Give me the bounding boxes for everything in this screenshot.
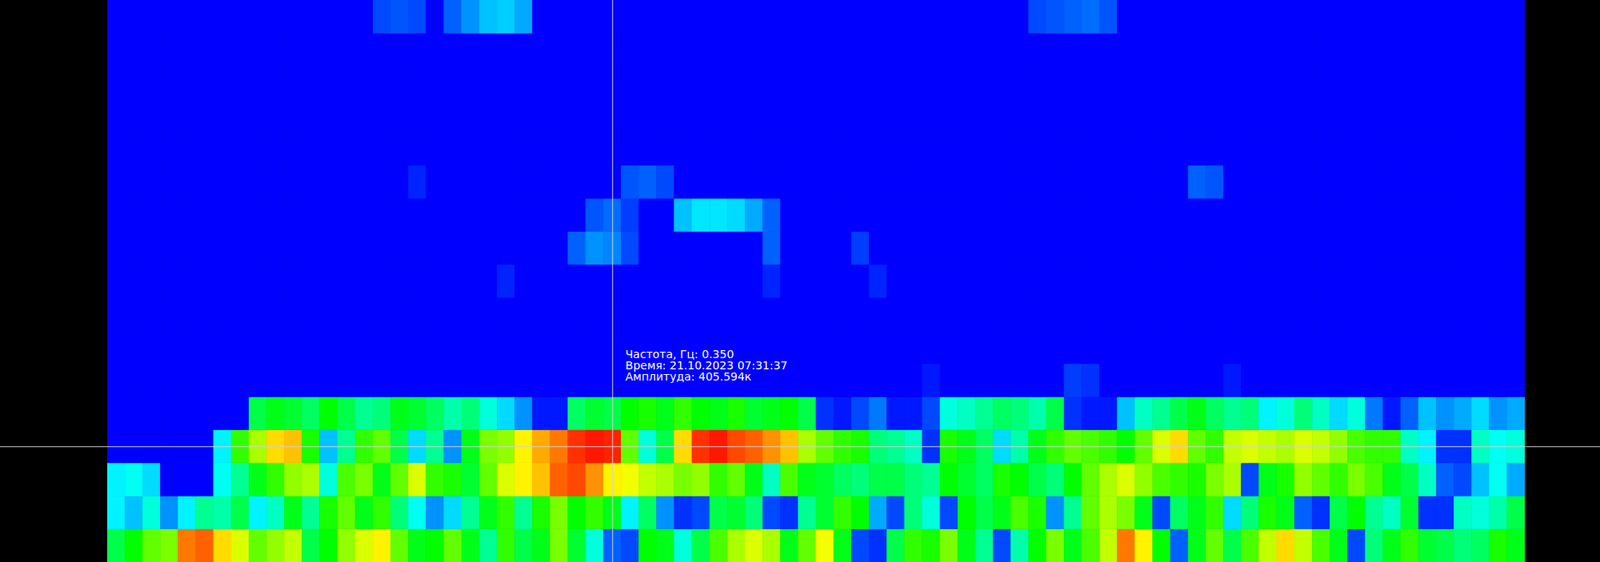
svg-text:Частота, Гц: 0.350Время: 21.10: Частота, Гц: 0.350Время: 21.10.2023 07:3… [625, 348, 788, 384]
